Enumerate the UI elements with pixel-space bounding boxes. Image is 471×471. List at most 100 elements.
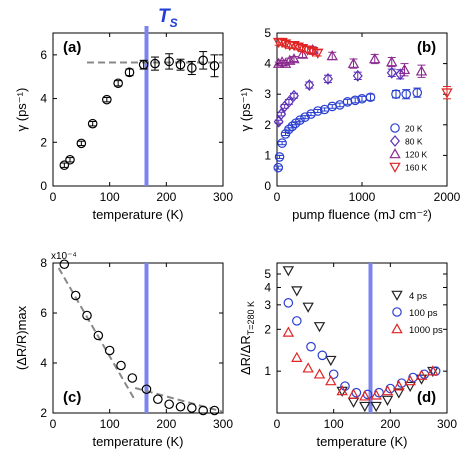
data-point — [76, 138, 87, 149]
data-point — [59, 160, 70, 171]
y-tick-label: 2 — [40, 135, 47, 149]
y-tick-label: 2 — [264, 118, 271, 132]
data-point — [317, 350, 328, 361]
data-point — [365, 92, 376, 103]
x-tick-label: 0 — [274, 190, 281, 204]
data-point — [164, 399, 174, 410]
y-tick-label: 4 — [40, 356, 47, 370]
x-tick-label: 1000 — [349, 190, 376, 204]
data-point — [288, 40, 300, 52]
axes-frame — [52, 32, 224, 187]
data-point — [279, 39, 292, 50]
y-tick-label: 5 — [264, 267, 271, 281]
data-point — [276, 108, 287, 121]
data-point — [325, 355, 337, 367]
y-multiplier: x10⁻⁴ — [51, 251, 77, 262]
y-tick-label: 4 — [40, 92, 47, 106]
data-point — [370, 401, 382, 413]
data-point — [352, 69, 363, 82]
y-tick-label: 3 — [264, 298, 271, 312]
data-point — [323, 72, 333, 85]
data-point — [347, 388, 360, 399]
y-tick-label: 5 — [264, 26, 271, 40]
x-tick-label: 100 — [324, 417, 344, 431]
data-point — [359, 401, 371, 413]
ts-label: TS — [158, 6, 178, 30]
x-tick-label: 300 — [213, 190, 233, 204]
x-tick-label: 200 — [380, 417, 400, 431]
data-point — [347, 57, 360, 68]
legend-label: 80 K — [405, 137, 423, 147]
data-point — [283, 298, 294, 308]
data-point — [93, 330, 104, 341]
fit-line-low — [57, 267, 137, 402]
x-tick-label: 0 — [50, 417, 57, 431]
y-tick-label: 8 — [40, 256, 47, 270]
y-tick-label: 4 — [264, 280, 271, 294]
data-point — [295, 115, 305, 126]
y-tick-label: 2 — [264, 322, 271, 336]
data-point — [113, 78, 123, 89]
legend-label: 160 K — [405, 163, 428, 173]
legend-marker — [392, 307, 402, 317]
y-tick-label: 6 — [40, 48, 47, 62]
data-point — [427, 365, 439, 376]
data-point — [276, 37, 288, 49]
data-point — [359, 390, 371, 401]
data-point — [304, 79, 315, 91]
data-point — [87, 118, 98, 129]
data-point — [328, 369, 339, 380]
data-point — [277, 138, 287, 148]
y-axis-label-sub: T=280 K — [246, 301, 256, 335]
x-axis-label: temperature (K) — [92, 207, 183, 222]
data-point — [82, 310, 92, 321]
data-point — [288, 53, 300, 64]
data-point — [209, 60, 220, 71]
y-tick-label: 3 — [264, 87, 271, 101]
data-point — [291, 286, 303, 297]
x-tick-label: 300 — [213, 417, 233, 431]
data-point — [386, 56, 398, 67]
data-point — [209, 405, 220, 416]
y-axis-label: γ (ps⁻¹) — [14, 88, 29, 132]
legend-label: 4 ps — [409, 291, 427, 302]
legend-label: 120 K — [405, 150, 428, 160]
data-point — [150, 58, 160, 69]
data-point — [116, 360, 126, 371]
legend-marker — [391, 323, 403, 334]
data-point — [393, 380, 405, 391]
x-tick-label: 0 — [50, 190, 57, 204]
y-tick-label: 1 — [264, 148, 271, 162]
panel-c: 0 100 200 300 2 4 6 8 temperature (K) (ΔR/R)max x1… — [14, 251, 233, 449]
data-point — [401, 89, 411, 99]
data-point — [187, 63, 197, 73]
data-point — [347, 397, 360, 408]
data-point — [59, 259, 70, 270]
data-point — [300, 112, 310, 122]
data-point — [381, 385, 394, 396]
data-point — [302, 362, 314, 373]
data-point — [70, 290, 81, 301]
legend-marker — [390, 135, 400, 147]
data-point — [153, 394, 163, 405]
x-tick-label: 0 — [274, 417, 281, 431]
panel-d: 0 100 200 300 1 2 3 45 temperature (K) ΔR/ΔRT=280… — [238, 262, 457, 449]
data-point — [198, 55, 208, 66]
x-axis-label: pump fluence (mJ cm⁻²) — [292, 207, 432, 222]
x-tick-label: 200 — [156, 417, 176, 431]
data-point — [306, 341, 316, 352]
y-axis-label: (ΔR/R)max — [14, 305, 29, 370]
data-point — [415, 65, 428, 76]
data-point — [65, 154, 75, 165]
legend-label: 20 K — [405, 124, 423, 134]
data-point — [326, 50, 338, 61]
data-point — [164, 56, 174, 67]
data-point — [282, 266, 295, 277]
data-point — [325, 375, 337, 386]
y-tick-label: 6 — [40, 306, 47, 320]
x-tick-label: 200 — [156, 190, 176, 204]
data-point — [395, 68, 406, 81]
legend-marker — [391, 290, 403, 301]
data-point — [198, 405, 208, 416]
